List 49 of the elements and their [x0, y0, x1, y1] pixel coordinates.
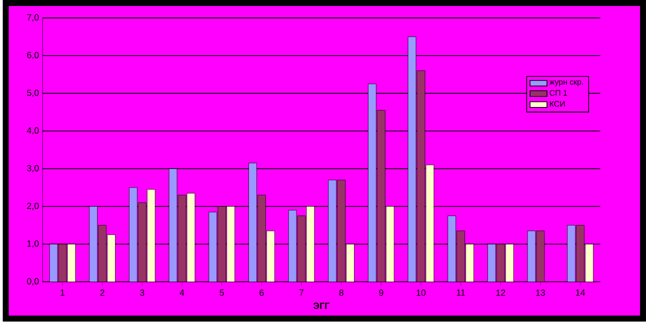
bar — [448, 216, 456, 282]
x-tick-label: 6 — [260, 290, 264, 296]
x-tick-label: 5 — [220, 290, 224, 296]
x-tick-label: 13 — [536, 290, 546, 296]
x-tick-label: 9 — [379, 290, 384, 296]
x-tick-label: 7 — [299, 290, 304, 296]
y-tick-label: 2,0 — [27, 202, 39, 210]
x-tick-label: 14 — [576, 290, 585, 296]
x-tick-label: 3 — [140, 290, 144, 296]
y-tick-label: 7,0 — [27, 14, 39, 22]
y-tick-label: 4,0 — [26, 128, 39, 135]
bar — [248, 163, 257, 282]
bar — [129, 188, 138, 282]
x-tick-label: 2 — [100, 290, 104, 296]
x-tick-label: 11 — [456, 290, 465, 296]
bar — [377, 110, 386, 282]
bar — [208, 212, 217, 282]
bar — [386, 206, 394, 282]
y-tick-label: 6,0 — [27, 52, 39, 60]
bar — [368, 84, 376, 282]
bar — [107, 234, 116, 282]
x-tick-label: 1 — [60, 290, 65, 296]
bar — [466, 244, 474, 282]
bar — [456, 231, 465, 282]
bar — [346, 244, 354, 282]
x-tick-label: 12 — [496, 290, 506, 296]
x-tick-label: 4 — [180, 290, 184, 296]
bar — [258, 195, 266, 282]
x-tick-label: 8 — [339, 290, 344, 296]
bar — [266, 231, 275, 282]
y-tick-label: 0,0 — [27, 278, 39, 286]
bar — [89, 206, 98, 282]
y-tick-label: 1,0 — [27, 240, 39, 248]
x-axis-title: ЭГГ — [313, 302, 330, 310]
bar — [138, 202, 146, 282]
bar — [337, 180, 346, 282]
bar — [226, 206, 235, 282]
bar — [567, 225, 576, 282]
bar — [98, 225, 106, 282]
y-tick-label: 3,0 — [27, 165, 39, 173]
y-tick-label: 5,0 — [27, 90, 39, 98]
bar — [496, 244, 505, 282]
bar — [488, 244, 496, 282]
bar — [218, 206, 226, 282]
x-tick-label: 10 — [416, 290, 426, 296]
bar — [576, 225, 584, 282]
bar — [328, 180, 336, 282]
bar — [585, 244, 594, 282]
bar — [147, 190, 156, 282]
